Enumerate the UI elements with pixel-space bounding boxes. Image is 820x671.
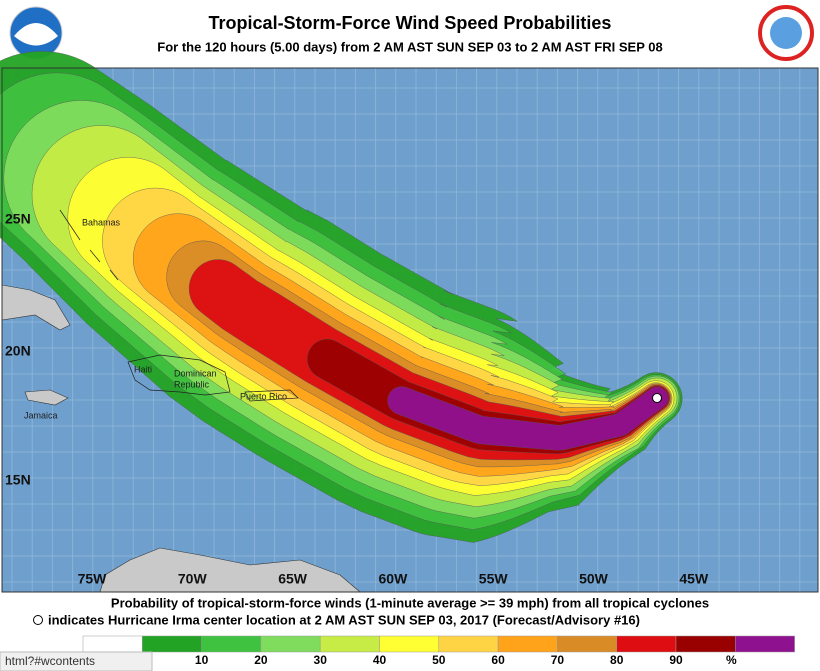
legend-swatch [675,635,736,653]
bahamas-islands [59,209,119,281]
hispaniola [127,354,231,396]
map-frame [1,67,819,593]
south-america [99,547,361,593]
land [1,284,361,593]
lon-label: 50W [579,571,609,587]
lon-label: 55W [479,571,509,587]
legend-label: 30 [314,653,328,667]
center-symbol [33,615,43,625]
lon-label: 60W [379,571,409,587]
lat-label: 15N [5,472,31,488]
legend-swatch [557,635,617,653]
probability-contours [0,51,683,543]
place-label: Puerto Rico [240,391,287,401]
coordinate-labels: 25N 20N 15N [5,211,31,488]
footer-line: indicates Hurricane Irma center location… [48,612,640,627]
cuba [1,284,71,331]
status-text: html?#wcontents [5,654,95,668]
title: Tropical-Storm-Force Wind Speed Probabil… [209,13,612,33]
lon-label: 70W [178,571,208,587]
legend-swatch [319,635,380,653]
storm-center [652,393,662,403]
lon-label: 45W [679,571,709,587]
place-label: Dominican [174,368,217,378]
legend-swatch [142,635,202,653]
lon-labels: 75W 70W 65W 60W 55W 50W 45W [78,571,709,587]
legend-label: 80 [610,653,624,667]
jamaica [24,389,69,406]
noaa-logo-bird [14,23,58,46]
legend-unit: % [726,653,737,667]
map: Bahamas Haiti Dominican Republic Puerto … [0,51,818,593]
subtitle: For the 120 hours (5.00 days) from 2 AM … [157,39,662,54]
puerto-rico-island [244,389,299,402]
place-label: Jamaica [24,410,58,420]
status-bar [0,651,153,671]
probability-contour [166,240,672,468]
legend-label: 70 [551,653,565,667]
place-label: Republic [174,379,210,389]
coastlines [59,209,299,402]
nws-logo-inner [770,17,802,49]
footer-line: Probability of tropical-storm-force wind… [111,595,709,610]
legend-label: 20 [254,653,268,667]
place-labels: Bahamas Haiti Dominican Republic Puerto … [24,217,287,420]
legend-swatch [616,635,677,653]
lat-label: 25N [5,211,31,227]
legend-swatch [438,635,499,653]
legend-label: 10 [195,653,209,667]
lon-label: 65W [278,571,308,587]
legend-label: 50 [432,653,446,667]
legend-label: 60 [491,653,505,667]
legend-swatch [201,635,262,653]
legend-swatch [82,635,143,653]
legend-swatch [735,635,795,653]
lat-label: 20N [5,343,31,359]
legend-label: 40 [373,653,387,667]
legend-swatch [379,635,440,653]
probability-contour [387,386,669,451]
place-label: Bahamas [82,217,121,227]
lon-label: 75W [78,571,108,587]
legend: 10 20 30 40 50 60 70 80 90% [82,635,795,667]
legend-swatch [497,635,558,653]
place-label: Haiti [134,364,152,374]
legend-swatch [260,635,321,653]
legend-label: 90 [669,653,683,667]
